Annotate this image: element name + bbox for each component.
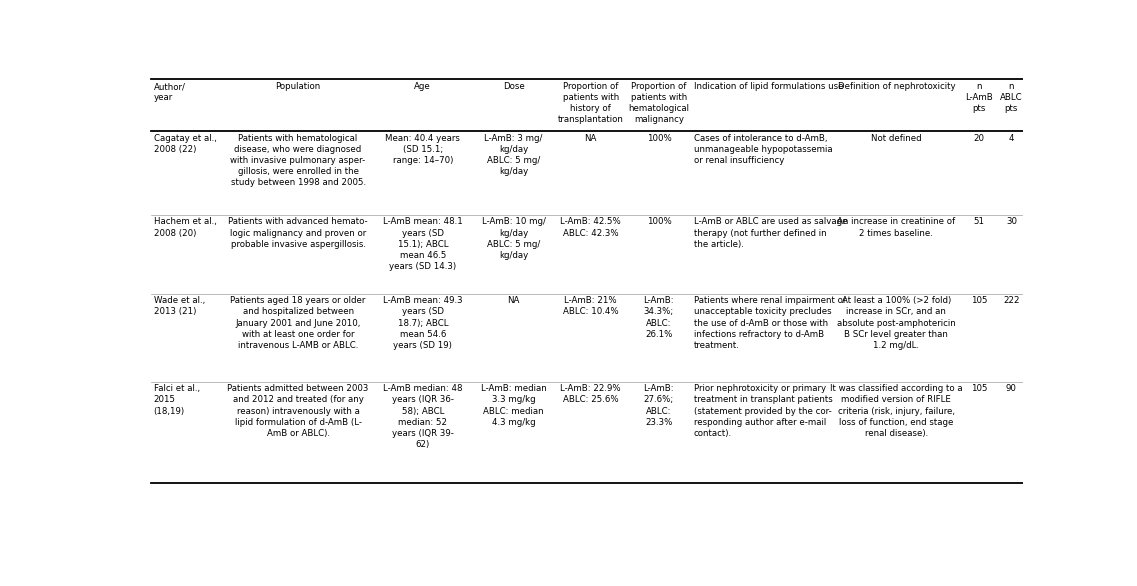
- Text: Proportion of
patients with
hematological
malignancy: Proportion of patients with hematologica…: [629, 82, 689, 124]
- Text: L-AmB: median
3.3 mg/kg
ABLC: median
4.3 mg/kg: L-AmB: median 3.3 mg/kg ABLC: median 4.3…: [481, 384, 547, 427]
- Text: 222: 222: [1003, 297, 1020, 305]
- Text: L-AmB mean: 49.3
years (SD
18.7); ABCL
mean 54.6
years (SD 19): L-AmB mean: 49.3 years (SD 18.7); ABCL m…: [383, 297, 463, 350]
- Text: Patients admitted between 2003
and 2012 and treated (for any
reason) intravenous: Patients admitted between 2003 and 2012 …: [227, 384, 368, 438]
- Text: L-AmB: 3 mg/
kg/day
ABLC: 5 mg/
kg/day: L-AmB: 3 mg/ kg/day ABLC: 5 mg/ kg/day: [484, 134, 542, 176]
- Text: Author/
year: Author/ year: [153, 82, 185, 102]
- Text: Definition of nephrotoxicity: Definition of nephrotoxicity: [838, 82, 955, 91]
- Text: Patients aged 18 years or older
and hospitalized between
January 2001 and June 2: Patients aged 18 years or older and hosp…: [231, 297, 366, 350]
- Text: Patients with hematological
disease, who were diagnosed
with invasive pulmonary : Patients with hematological disease, who…: [231, 134, 366, 188]
- Text: L-AmB:
34.3%;
ABLC:
26.1%: L-AmB: 34.3%; ABLC: 26.1%: [644, 297, 674, 339]
- Text: Mean: 40.4 years
(SD 15.1;
range: 14–70): Mean: 40.4 years (SD 15.1; range: 14–70): [385, 134, 460, 165]
- Text: Cases of intolerance to d-AmB,
unmanageable hypopotassemia
or renal insufficienc: Cases of intolerance to d-AmB, unmanagea…: [694, 134, 832, 165]
- Text: Prior nephrotoxicity or primary
treatment in transplant patients
(statement prov: Prior nephrotoxicity or primary treatmen…: [694, 384, 832, 438]
- Text: NA: NA: [507, 297, 520, 305]
- Text: 20: 20: [973, 134, 985, 143]
- Text: n
L-AmB
pts: n L-AmB pts: [965, 82, 993, 113]
- Text: 105: 105: [971, 384, 987, 393]
- Text: L-AmB mean: 48.1
years (SD
15.1); ABCL
mean 46.5
years (SD 14.3): L-AmB mean: 48.1 years (SD 15.1); ABCL m…: [383, 217, 463, 271]
- Text: 90: 90: [1006, 384, 1016, 393]
- Text: L-AmB: 22.9%
ABLC: 25.6%: L-AmB: 22.9% ABLC: 25.6%: [561, 384, 621, 404]
- Text: L-AmB:
27.6%;
ABLC:
23.3%: L-AmB: 27.6%; ABLC: 23.3%: [644, 384, 674, 427]
- Text: L-AmB: 42.5%
ABLC: 42.3%: L-AmB: 42.5% ABLC: 42.3%: [561, 217, 621, 237]
- Text: 100%: 100%: [647, 217, 671, 226]
- Text: It was classified according to a
modified version of RIFLE
criteria (risk, injur: It was classified according to a modifie…: [830, 384, 963, 438]
- Text: 4: 4: [1009, 134, 1014, 143]
- Text: Wade et al.,
2013 (21): Wade et al., 2013 (21): [153, 297, 205, 316]
- Text: Hachem et al.,
2008 (20): Hachem et al., 2008 (20): [153, 217, 216, 237]
- Text: Falci et al.,
2015
(18,19): Falci et al., 2015 (18,19): [153, 384, 200, 415]
- Text: L-AmB: 21%
ABLC: 10.4%: L-AmB: 21% ABLC: 10.4%: [563, 297, 619, 316]
- Text: Dose: Dose: [503, 82, 524, 91]
- Text: Population: Population: [275, 82, 321, 91]
- Text: n
ABLC
pts: n ABLC pts: [1001, 82, 1022, 113]
- Text: Patients with advanced hemato-
logic malignancy and proven or
probable invasive : Patients with advanced hemato- logic mal…: [229, 217, 368, 248]
- Text: An increase in creatinine of
2 times baseline.: An increase in creatinine of 2 times bas…: [837, 217, 955, 237]
- Text: Age: Age: [414, 82, 431, 91]
- Text: Patients where renal impairment or
unacceptable toxicity precludes
the use of d-: Patients where renal impairment or unacc…: [694, 297, 846, 350]
- Text: NA: NA: [584, 134, 597, 143]
- Text: 30: 30: [1006, 217, 1016, 226]
- Text: 105: 105: [971, 297, 987, 305]
- Text: Cagatay et al.,
2008 (22): Cagatay et al., 2008 (22): [153, 134, 216, 154]
- Text: Proportion of
patients with
history of
transplantation: Proportion of patients with history of t…: [558, 82, 623, 124]
- Text: L-AmB or ABLC are used as salvage
therapy (not further defined in
the article).: L-AmB or ABLC are used as salvage therap…: [694, 217, 847, 248]
- Text: Not defined: Not defined: [871, 134, 922, 143]
- Text: 51: 51: [973, 217, 985, 226]
- Text: L-AmB median: 48
years (IQR 36-
58); ABCL
median: 52
years (IQR 39-
62): L-AmB median: 48 years (IQR 36- 58); ABC…: [383, 384, 463, 449]
- Text: Indication of lipid formulations use: Indication of lipid formulations use: [694, 82, 844, 91]
- Text: L-AmB: 10 mg/
kg/day
ABLC: 5 mg/
kg/day: L-AmB: 10 mg/ kg/day ABLC: 5 mg/ kg/day: [482, 217, 546, 260]
- Text: 100%: 100%: [647, 134, 671, 143]
- Text: At least a 100% (>2 fold)
increase in SCr, and an
absolute post-amphotericin
B S: At least a 100% (>2 fold) increase in SC…: [837, 297, 956, 350]
